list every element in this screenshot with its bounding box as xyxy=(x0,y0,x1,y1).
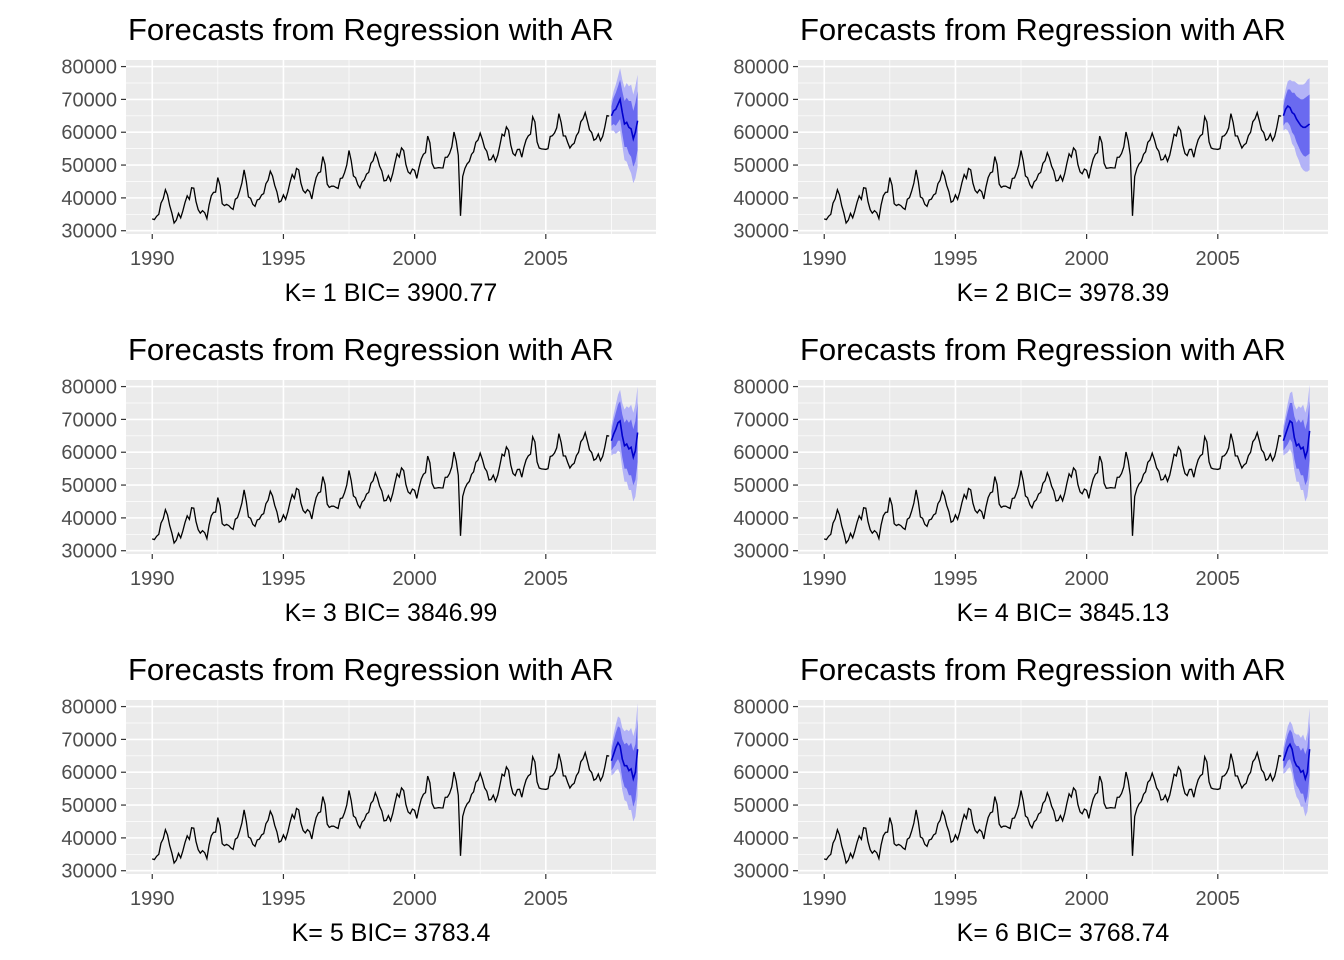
x-tick-label: 2000 xyxy=(392,568,437,590)
x-tick-label: 2005 xyxy=(1196,888,1241,910)
x-tick-label: 1995 xyxy=(933,888,978,910)
panel-xlabel: K= 4 BIC= 3845.13 xyxy=(957,599,1170,627)
x-tick-label: 2005 xyxy=(1196,568,1241,590)
y-tick-label: 70000 xyxy=(61,89,117,111)
y-tick-label: 30000 xyxy=(733,541,789,563)
plot-panel-background xyxy=(126,700,656,874)
forecast-80-band xyxy=(1283,89,1310,157)
y-tick-label: 80000 xyxy=(733,377,789,399)
plot-panel-background xyxy=(798,380,1328,554)
x-tick-label: 2000 xyxy=(392,248,437,270)
y-tick-label: 50000 xyxy=(733,795,789,817)
plot-panel-background xyxy=(126,60,656,234)
x-tick-label: 1990 xyxy=(130,568,175,590)
panel-xlabel: K= 1 BIC= 3900.77 xyxy=(285,279,498,307)
y-tick-label: 80000 xyxy=(61,697,117,719)
y-tick-label: 80000 xyxy=(61,377,117,399)
x-tick-label: 2005 xyxy=(524,248,569,270)
panel-xlabel: K= 3 BIC= 3846.99 xyxy=(285,599,498,627)
y-tick-label: 30000 xyxy=(733,221,789,243)
forecast-mean-line xyxy=(1282,104,1311,129)
plot-panel-background xyxy=(126,380,656,554)
y-tick-label: 80000 xyxy=(733,57,789,79)
panel-xlabel: K= 6 BIC= 3768.74 xyxy=(957,919,1170,947)
panel-title: Forecasts from Regression with AR xyxy=(128,12,614,47)
y-tick-label: 40000 xyxy=(733,188,789,210)
y-tick-label: 40000 xyxy=(733,508,789,530)
y-tick-label: 50000 xyxy=(61,795,117,817)
panel-title: Forecasts from Regression with AR xyxy=(800,652,1286,687)
y-tick-label: 80000 xyxy=(61,57,117,79)
forecast-mean-line xyxy=(610,96,639,142)
x-tick-label: 1995 xyxy=(933,568,978,590)
y-tick-label: 70000 xyxy=(733,409,789,431)
y-tick-label: 60000 xyxy=(733,442,789,464)
x-tick-label: 1995 xyxy=(261,568,306,590)
x-tick-label: 2005 xyxy=(524,568,569,590)
y-tick-label: 40000 xyxy=(61,188,117,210)
history-series-line xyxy=(824,430,1282,545)
history-series-line xyxy=(152,750,610,865)
forecast-mean-line xyxy=(610,741,639,782)
panel-title: Forecasts from Regression with AR xyxy=(800,12,1286,47)
x-tick-label: 1990 xyxy=(802,248,847,270)
y-tick-label: 60000 xyxy=(733,122,789,144)
x-tick-label: 2000 xyxy=(392,888,437,910)
y-tick-label: 30000 xyxy=(61,541,117,563)
y-tick-label: 50000 xyxy=(61,155,117,177)
forecast-mean-line xyxy=(1282,419,1311,461)
x-tick-label: 1990 xyxy=(802,888,847,910)
x-tick-label: 1995 xyxy=(261,248,306,270)
x-tick-label: 1990 xyxy=(130,888,175,910)
panel-title: Forecasts from Regression with AR xyxy=(128,652,614,687)
y-tick-label: 70000 xyxy=(733,729,789,751)
y-tick-label: 80000 xyxy=(733,697,789,719)
panel-3: Forecasts from Regression with AR 30000 40… xyxy=(61,332,656,627)
x-tick-label: 1990 xyxy=(130,248,175,270)
x-tick-label: 1995 xyxy=(261,888,306,910)
y-tick-label: 40000 xyxy=(61,508,117,530)
forecast-mean-line xyxy=(1282,742,1311,782)
y-tick-label: 60000 xyxy=(61,442,117,464)
y-tick-label: 60000 xyxy=(61,762,117,784)
plot-panel-background xyxy=(798,60,1328,234)
y-tick-label: 70000 xyxy=(733,89,789,111)
y-tick-label: 30000 xyxy=(61,861,117,883)
y-tick-label: 40000 xyxy=(61,828,117,850)
y-tick-label: 60000 xyxy=(733,762,789,784)
forecast-mean-line xyxy=(610,419,639,461)
y-tick-label: 50000 xyxy=(733,155,789,177)
panel-title: Forecasts from Regression with AR xyxy=(128,332,614,367)
x-tick-label: 2000 xyxy=(1064,248,1109,270)
history-series-line xyxy=(824,110,1282,225)
panel-title: Forecasts from Regression with AR xyxy=(800,332,1286,367)
plot-panel-background xyxy=(798,700,1328,874)
panel-4: Forecasts from Regression with AR 30000 40… xyxy=(733,332,1328,627)
panel-xlabel: K= 5 BIC= 3783.4 xyxy=(292,919,491,947)
panel-xlabel: K= 2 BIC= 3978.39 xyxy=(957,279,1170,307)
x-tick-label: 2005 xyxy=(524,888,569,910)
y-tick-label: 70000 xyxy=(61,729,117,751)
panel-5: Forecasts from Regression with AR 30000 40… xyxy=(61,652,656,947)
x-tick-label: 1995 xyxy=(933,248,978,270)
panel-1: Forecasts from Regression with AR 30000 40… xyxy=(61,12,656,307)
x-tick-label: 1990 xyxy=(802,568,847,590)
x-tick-label: 2000 xyxy=(1064,888,1109,910)
panel-2: Forecasts from Regression with AR 30000 40… xyxy=(733,12,1328,307)
x-tick-label: 2000 xyxy=(1064,568,1109,590)
y-tick-label: 50000 xyxy=(733,475,789,497)
y-tick-label: 60000 xyxy=(61,122,117,144)
history-series-line xyxy=(152,110,610,225)
history-series-line xyxy=(824,750,1282,865)
y-tick-label: 70000 xyxy=(61,409,117,431)
x-tick-label: 2005 xyxy=(1196,248,1241,270)
y-tick-label: 30000 xyxy=(733,861,789,883)
y-tick-label: 40000 xyxy=(733,828,789,850)
panel-6: Forecasts from Regression with AR 30000 40… xyxy=(733,652,1328,947)
y-tick-label: 50000 xyxy=(61,475,117,497)
history-series-line xyxy=(152,430,610,545)
y-tick-label: 30000 xyxy=(61,221,117,243)
